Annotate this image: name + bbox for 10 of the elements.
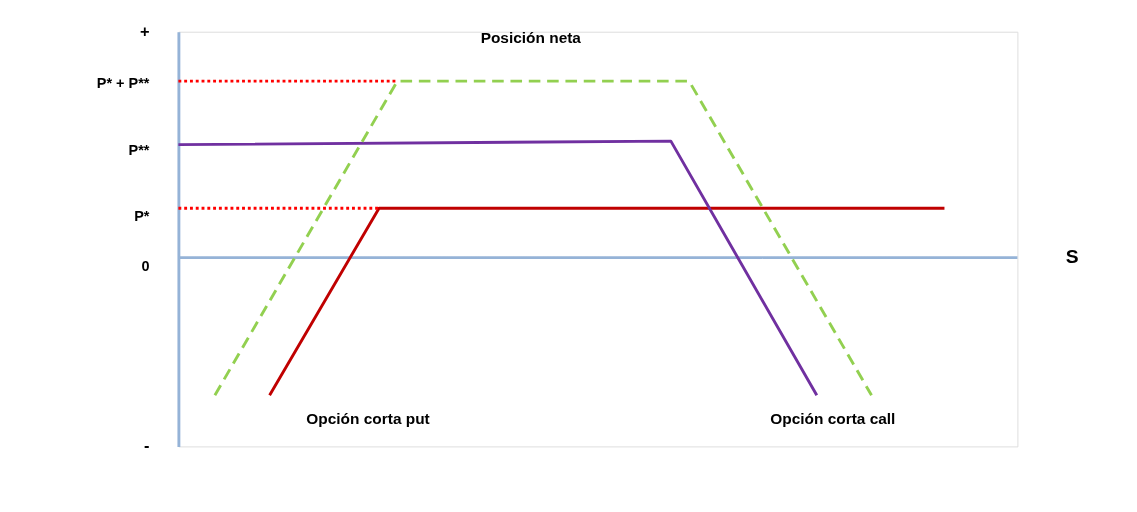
text: P* — [134, 208, 150, 225]
text: P** — [128, 141, 150, 158]
text: Posición neta — [480, 28, 582, 46]
series-label: Opción corta call — [770, 410, 896, 428]
text: Opción corta put — [306, 410, 430, 428]
x-axis-title: S — [1065, 246, 1079, 268]
text: + — [139, 21, 150, 40]
text: 0 — [141, 257, 150, 274]
text: - — [144, 436, 150, 455]
text: P* + P** — [96, 75, 150, 92]
